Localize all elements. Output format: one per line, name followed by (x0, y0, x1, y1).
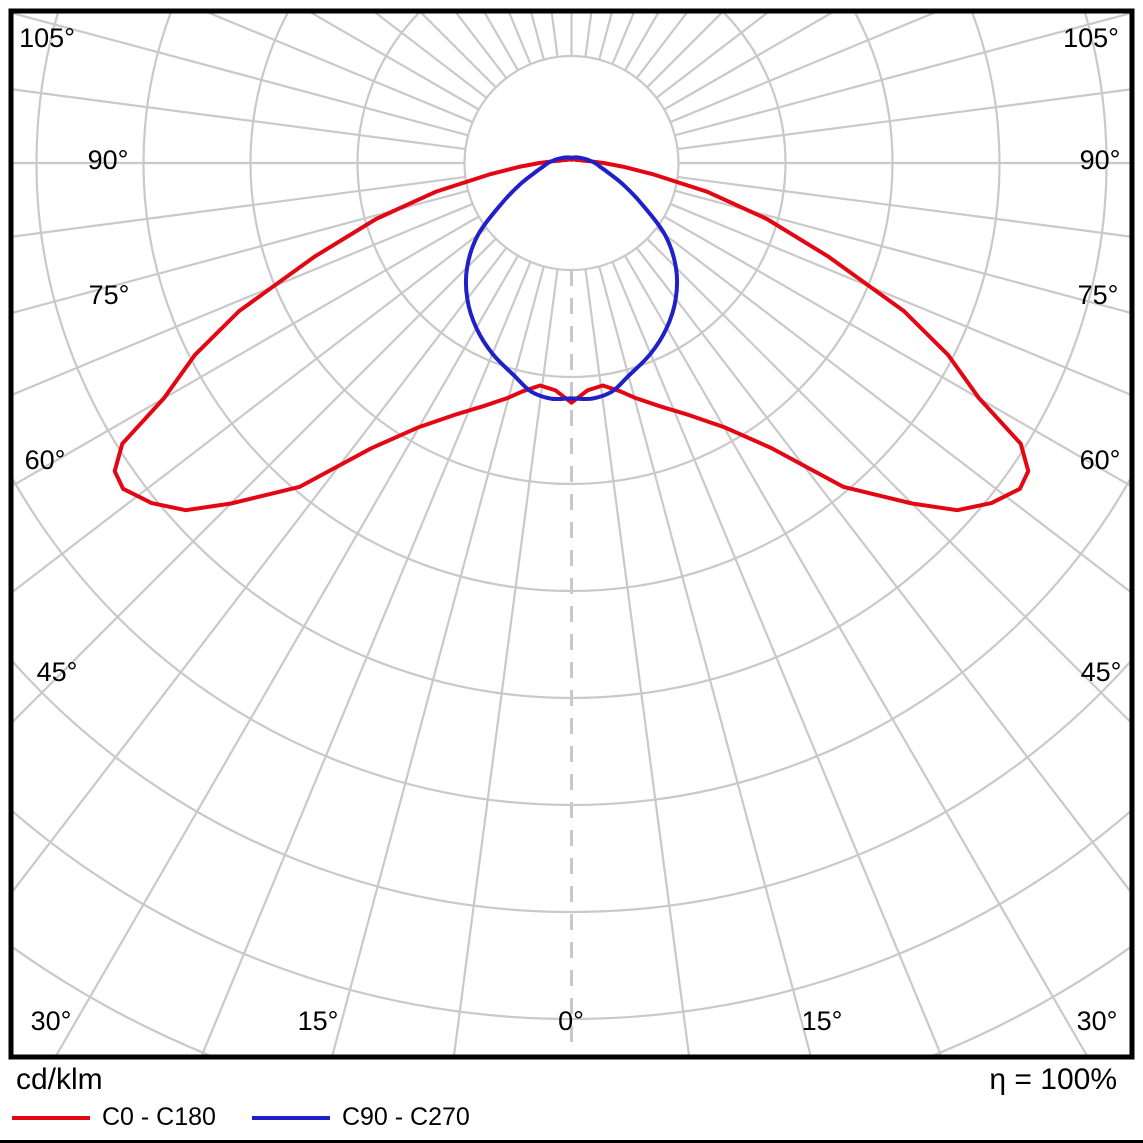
legend-label-c0-c180: C0 - C180 (102, 1103, 216, 1131)
grid-radial (201, 261, 532, 1055)
grid-radial (584, 268, 690, 1055)
grid-radial (674, 13, 1130, 137)
angle-label: 90° (88, 145, 129, 175)
grid-radial (677, 88, 1130, 151)
grid-ring (13, 660, 1130, 913)
angle-labels: 105° 105° 90° 90° 75° 75° 60° 60° 45° 45° 30° 15° 0°… (19, 23, 1121, 1036)
angle-label: 15° (298, 1006, 339, 1036)
grid-radial (13, 202, 474, 396)
legend-item-c0-c180: C0 - C180 (12, 1103, 216, 1132)
grid-radial (13, 13, 469, 137)
grid-radial (611, 261, 942, 1055)
curve-c0-c180 (112, 157, 1031, 513)
grid-radial (13, 175, 466, 238)
angle-label: 0° (558, 1006, 584, 1036)
angle-label: 30° (1077, 1006, 1118, 1036)
grid-radial (663, 13, 833, 111)
angle-label: 75° (89, 280, 130, 310)
grid-radial (646, 237, 1130, 723)
grid-radial (13, 227, 488, 593)
grid-radial (674, 189, 1130, 314)
grid-radial (669, 13, 936, 124)
grid-radial (635, 247, 1130, 893)
grid-radial (655, 227, 1130, 593)
grid-radial (663, 215, 1130, 487)
angle-label: 105° (19, 23, 75, 53)
angle-label: 15° (802, 1006, 843, 1036)
curve-c90-c270 (463, 155, 680, 402)
legend: C0 - C180 C90 - C270 (12, 1103, 470, 1132)
grid-radial (677, 175, 1130, 238)
grid-radial (13, 247, 508, 893)
polar-chart: 105° 105° 90° 90° 75° 75° 60° 60° 45° 45° 30° 15° 0°… (8, 8, 1135, 1060)
grid-radial (13, 237, 497, 723)
angle-label: 45° (1081, 657, 1122, 687)
angle-label: 60° (25, 445, 66, 475)
grid-ring (13, 810, 1130, 1020)
grid-radial (55, 255, 519, 1055)
angle-label: 45° (37, 657, 78, 687)
legend-line-c90-c270 (251, 1115, 330, 1120)
legend-line-c0-c180 (12, 1115, 90, 1120)
grid-radial (13, 189, 469, 314)
efficiency-label: η = 100% (989, 1063, 1117, 1096)
grid-radial (13, 88, 466, 151)
grid-ring (463, 54, 680, 272)
grid-radial (331, 266, 545, 1055)
grid-radial (598, 266, 812, 1055)
angle-label: 30° (31, 1006, 72, 1036)
grid-radial (207, 13, 474, 124)
angle-label: 60° (1080, 445, 1121, 475)
chart-frame (8, 8, 1135, 1060)
angle-label: 105° (1063, 23, 1119, 53)
angle-label: 75° (1078, 280, 1119, 310)
grid-radial (624, 255, 1088, 1055)
grid-radial (453, 268, 559, 1055)
angle-label: 90° (1080, 145, 1121, 175)
bottom-divider (0, 1140, 1143, 1143)
unit-label: cd/klm (16, 1063, 103, 1096)
grid-radial (669, 202, 1130, 396)
grid-radial (13, 215, 480, 487)
grid-radial (310, 13, 480, 111)
legend-item-c90-c270: C90 - C270 (251, 1103, 470, 1132)
polar-grid (13, 13, 1130, 1055)
legend-label-c90-c270: C90 - C270 (341, 1103, 470, 1131)
